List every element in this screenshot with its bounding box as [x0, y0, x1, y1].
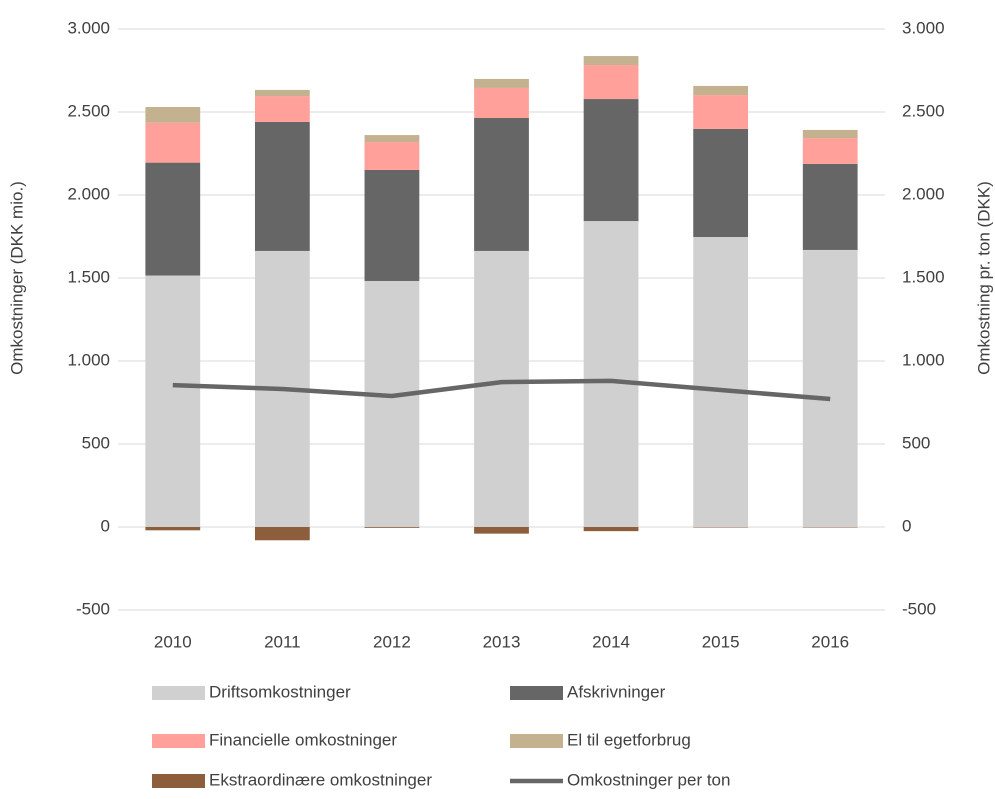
x-tick-label: 2015: [702, 632, 740, 651]
x-tick-label: 2010: [154, 632, 192, 651]
y-tick-label: 0: [101, 516, 110, 535]
y-axis-title: Omkostninger (DKK mio.): [7, 181, 26, 375]
bar: [584, 527, 639, 531]
bar: [365, 281, 420, 527]
y2-tick-label: 2.000: [902, 184, 945, 203]
bar: [365, 142, 420, 170]
legend-swatch: [152, 686, 205, 700]
bar: [474, 527, 529, 534]
x-tick-label: 2016: [811, 632, 849, 651]
x-tick-label: 2012: [373, 632, 411, 651]
bar: [584, 65, 639, 99]
bar: [365, 170, 420, 281]
bar: [145, 276, 200, 527]
y2-tick-label: -500: [902, 599, 936, 618]
y-tick-label: 2.500: [67, 101, 110, 120]
legend-label: Financielle omkostninger: [209, 730, 397, 749]
bar: [145, 123, 200, 163]
bar: [803, 164, 858, 250]
bar: [803, 138, 858, 164]
y-tick-label: 2.000: [67, 184, 110, 203]
bar: [474, 118, 529, 251]
bar: [365, 135, 420, 142]
x-tick-label: 2014: [592, 632, 630, 651]
bar: [474, 88, 529, 118]
legend-label: Driftsomkostninger: [209, 682, 351, 701]
y2-tick-label: 3.000: [902, 18, 945, 37]
bar: [584, 56, 639, 65]
legend-label: El til egetforbrug: [567, 730, 691, 749]
legend-label: Afskrivninger: [567, 682, 666, 701]
y-tick-label: 500: [82, 433, 110, 452]
legend-label: Ekstraordinære omkostninger: [209, 770, 432, 789]
y2-axis-title: Omkostning pr. ton (DKK): [974, 181, 993, 375]
bar: [584, 99, 639, 221]
y-tick-label: -500: [76, 599, 110, 618]
legend-swatch: [510, 686, 563, 700]
bar: [255, 527, 310, 540]
y2-tick-label: 1.500: [902, 267, 945, 286]
y-tick-label: 3.000: [67, 18, 110, 37]
y2-tick-label: 0: [902, 516, 911, 535]
bar: [255, 90, 310, 96]
bar: [365, 527, 420, 528]
x-tick-label: 2011: [264, 632, 301, 651]
bar: [145, 107, 200, 123]
legend-label: Omkostninger per ton: [567, 770, 730, 789]
bar: [255, 96, 310, 122]
y2-tick-label: 1.000: [902, 350, 945, 369]
bar: [803, 250, 858, 527]
bar: [584, 221, 639, 527]
legend-swatch: [152, 734, 205, 748]
y-tick-label: 1.500: [67, 267, 110, 286]
y2-tick-label: 500: [902, 433, 930, 452]
bar: [255, 122, 310, 251]
bar: [474, 251, 529, 527]
y-tick-label: 1.000: [67, 350, 110, 369]
bar: [803, 130, 858, 138]
bar: [693, 95, 748, 129]
bar: [145, 163, 200, 276]
legend-swatch: [152, 774, 205, 788]
bar: [693, 129, 748, 237]
x-tick-label: 2013: [483, 632, 521, 651]
bar: [145, 527, 200, 530]
legend-swatch: [510, 734, 563, 748]
bar: [693, 86, 748, 95]
y2-tick-label: 2.500: [902, 101, 945, 120]
bar: [693, 237, 748, 527]
bar: [474, 79, 529, 88]
